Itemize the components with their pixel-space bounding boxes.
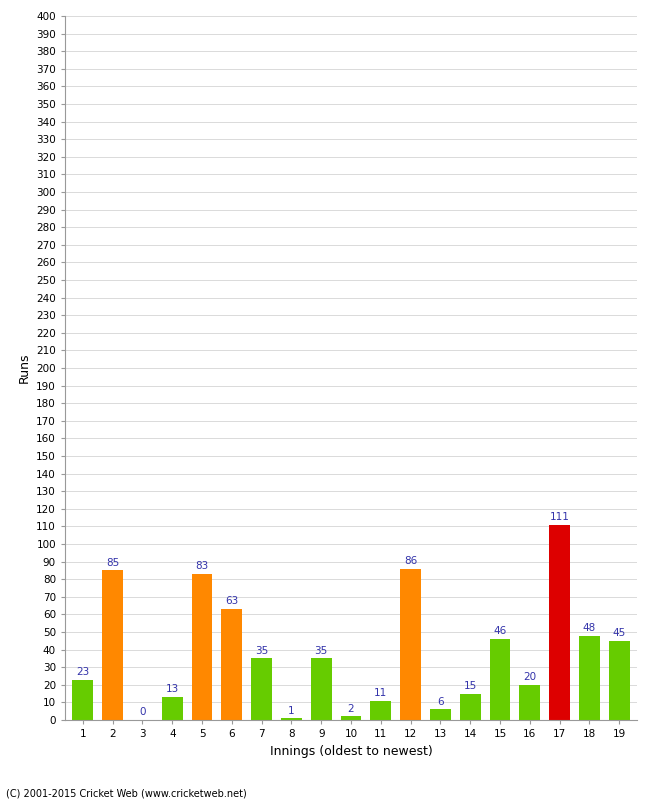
Text: 63: 63 xyxy=(225,597,239,606)
Bar xyxy=(460,694,480,720)
Text: 83: 83 xyxy=(196,562,209,571)
Bar xyxy=(489,639,510,720)
Bar xyxy=(608,641,630,720)
Text: 86: 86 xyxy=(404,556,417,566)
Text: 45: 45 xyxy=(612,628,626,638)
Text: 1: 1 xyxy=(288,706,294,715)
Bar xyxy=(430,710,451,720)
Text: 111: 111 xyxy=(550,512,569,522)
Bar xyxy=(370,701,391,720)
Text: 20: 20 xyxy=(523,672,536,682)
Text: 46: 46 xyxy=(493,626,506,637)
Bar xyxy=(192,574,213,720)
Text: 11: 11 xyxy=(374,688,387,698)
Bar xyxy=(222,609,242,720)
Text: 6: 6 xyxy=(437,697,444,707)
Text: (C) 2001-2015 Cricket Web (www.cricketweb.net): (C) 2001-2015 Cricket Web (www.cricketwe… xyxy=(6,788,247,798)
Text: 15: 15 xyxy=(463,681,477,691)
Bar xyxy=(251,658,272,720)
Bar xyxy=(519,685,540,720)
Bar xyxy=(341,717,361,720)
Bar xyxy=(579,635,600,720)
Text: 35: 35 xyxy=(255,646,268,656)
Bar xyxy=(102,570,123,720)
Text: 0: 0 xyxy=(139,707,146,718)
Bar xyxy=(72,679,94,720)
Bar xyxy=(311,658,332,720)
Bar xyxy=(162,697,183,720)
Y-axis label: Runs: Runs xyxy=(18,353,31,383)
Text: 2: 2 xyxy=(348,704,354,714)
Text: 35: 35 xyxy=(315,646,328,656)
Bar xyxy=(281,718,302,720)
Bar xyxy=(549,525,570,720)
Bar xyxy=(400,569,421,720)
Text: 13: 13 xyxy=(166,685,179,694)
Text: 48: 48 xyxy=(582,623,596,633)
X-axis label: Innings (oldest to newest): Innings (oldest to newest) xyxy=(270,745,432,758)
Text: 85: 85 xyxy=(106,558,120,568)
Text: 23: 23 xyxy=(76,667,90,677)
